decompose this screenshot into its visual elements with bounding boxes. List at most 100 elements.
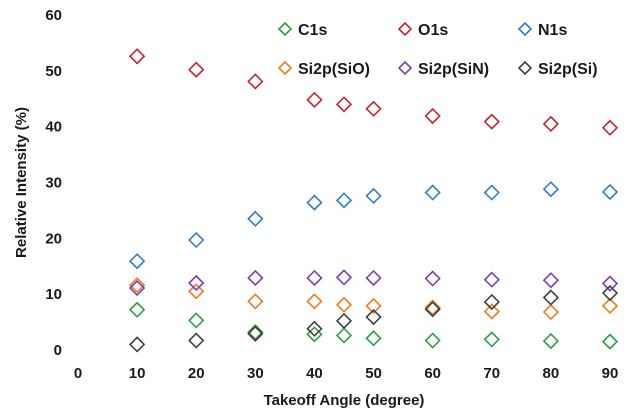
legend-item: C1s: [277, 21, 327, 39]
data-point: [247, 293, 264, 310]
x-tick-label: 40: [306, 365, 323, 382]
data-point: [483, 113, 500, 130]
data-point: [424, 332, 441, 349]
series-N1s: [128, 181, 619, 270]
y-tick-label: 20: [45, 230, 62, 247]
x-axis-ticks: 0 10 20 30 40 50 60 70 80 90: [74, 365, 619, 382]
legend: C1s O1s N1s Si2p(SiO) Si2p(SiN) Si2p(Si): [277, 21, 598, 78]
data-point: [188, 283, 205, 300]
series-O1s: [128, 48, 619, 136]
data-point: [335, 312, 353, 330]
data-point: [128, 279, 146, 297]
legend-item: N1s: [517, 21, 567, 39]
data-point: [365, 330, 382, 347]
data-point: [188, 274, 205, 292]
legend-item: Si2p(SiO): [277, 60, 370, 78]
data-point: [601, 333, 619, 350]
data-point: [128, 336, 146, 353]
legend-label: N1s: [538, 22, 567, 39]
y-tick-label: 30: [45, 175, 62, 192]
data-points: [128, 48, 619, 353]
legend-marker: [277, 21, 293, 37]
data-point: [483, 184, 500, 201]
series-Si2p(SiO): [128, 277, 619, 321]
y-tick-label: 60: [45, 7, 62, 24]
data-point: [128, 253, 146, 270]
data-point: [424, 270, 441, 287]
data-point: [306, 293, 323, 310]
data-point: [365, 308, 382, 326]
data-point: [365, 269, 382, 287]
x-tick-label: 90: [602, 365, 619, 382]
legend-marker: [397, 21, 413, 37]
x-tick-label: 20: [188, 365, 205, 382]
x-tick-label: 70: [483, 365, 500, 382]
data-point: [247, 325, 264, 342]
data-point: [306, 326, 323, 343]
data-point: [601, 284, 619, 302]
y-axis-ticks: 0 10 20 30 40 50 60: [45, 7, 62, 359]
data-point: [247, 73, 264, 90]
legend-marker: [277, 60, 293, 76]
data-point: [601, 183, 619, 201]
data-point: [424, 184, 441, 201]
legend-item: Si2p(SiN): [397, 60, 489, 78]
data-point: [247, 269, 264, 287]
data-point: [483, 303, 500, 320]
data-point: [335, 192, 353, 209]
data-point: [365, 297, 382, 315]
legend-marker: [517, 21, 533, 37]
data-point: [424, 301, 441, 318]
data-point: [247, 210, 264, 227]
data-point: [424, 107, 441, 125]
legend-marker: [517, 60, 533, 76]
legend-item: O1s: [397, 21, 448, 39]
x-tick-label: 0: [74, 365, 82, 382]
y-tick-label: 50: [45, 63, 62, 80]
data-point: [188, 332, 205, 349]
data-point: [542, 181, 560, 198]
data-point: [188, 231, 205, 249]
data-point: [542, 272, 560, 289]
data-point: [128, 301, 146, 318]
data-point: [128, 277, 146, 294]
legend-label: Si2p(SiO): [298, 61, 370, 78]
x-tick-label: 50: [365, 365, 382, 382]
data-point: [188, 61, 205, 78]
data-point: [247, 324, 264, 341]
x-tick-label: 60: [424, 365, 441, 382]
data-point: [483, 331, 500, 348]
data-point: [306, 269, 323, 287]
data-point: [306, 91, 323, 108]
legend-label: Si2p(Si): [538, 61, 598, 78]
y-axis-title: Relative Intensity (%): [13, 107, 30, 258]
legend-label: Si2p(SiN): [418, 61, 489, 78]
data-point: [483, 293, 500, 311]
x-tick-label: 10: [129, 365, 146, 382]
series-Si2p(Si): [128, 284, 619, 353]
data-point: [483, 271, 500, 288]
data-point: [335, 327, 353, 344]
data-point: [335, 269, 353, 286]
data-point: [365, 100, 382, 117]
data-point: [424, 299, 441, 316]
x-tick-label: 30: [247, 365, 264, 382]
data-point: [306, 320, 323, 337]
legend-marker: [397, 60, 413, 76]
legend-label: C1s: [298, 22, 327, 39]
data-point: [601, 119, 619, 136]
data-point: [542, 303, 560, 321]
data-point: [542, 115, 560, 133]
data-point: [601, 275, 619, 292]
legend-item: Si2p(Si): [517, 60, 598, 78]
x-tick-label: 80: [543, 365, 560, 382]
data-point: [306, 194, 323, 211]
data-point: [365, 187, 382, 205]
data-point: [188, 312, 205, 329]
x-axis-title: Takeoff Angle (degree): [264, 392, 425, 409]
y-tick-label: 10: [45, 286, 62, 303]
legend-label: O1s: [418, 22, 448, 39]
y-tick-label: 0: [54, 342, 62, 359]
series-Si2p(SiN): [128, 269, 619, 297]
